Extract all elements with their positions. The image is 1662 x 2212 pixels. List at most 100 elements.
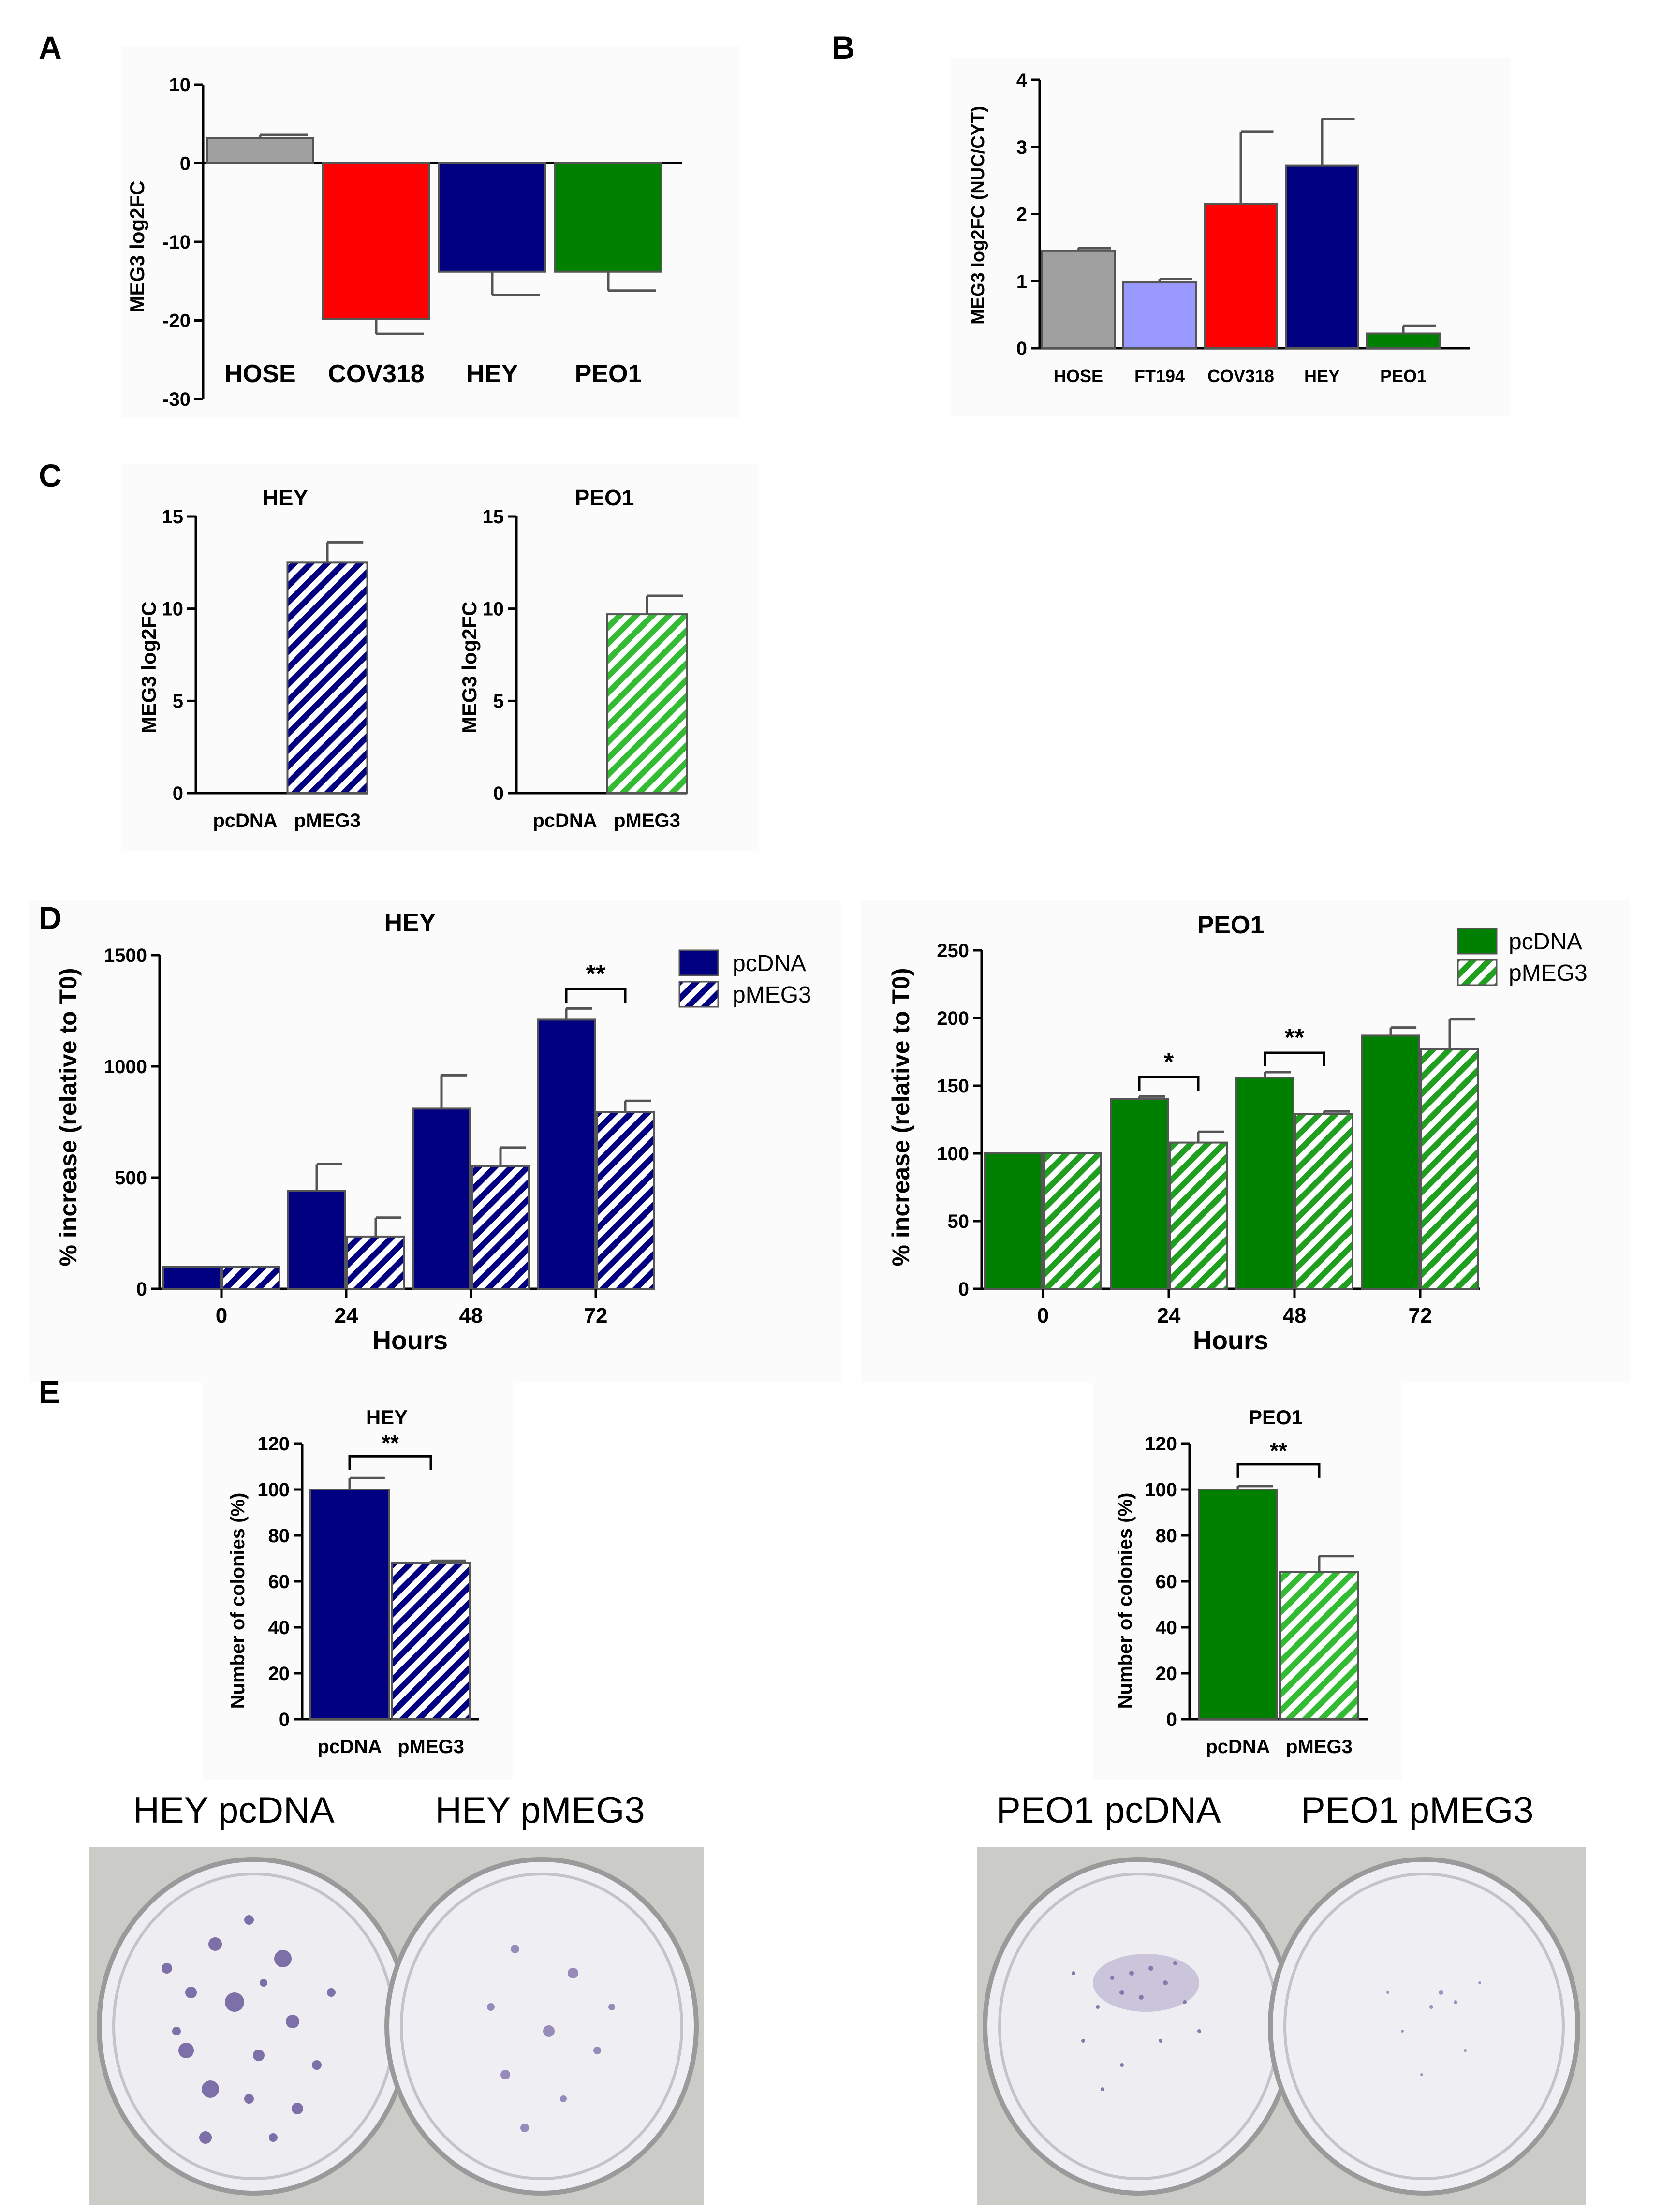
chart-a-ylabel: MEG3 log2FC [126,180,148,312]
panel-letter-d: D [39,900,62,936]
chart-e-hey-xtick-label: pMEG3 [397,1736,464,1757]
chart-d-peo1-ytick-label: 250 [937,940,969,961]
chart-c-peo1-bar-pmeg3 [606,613,688,795]
chart-d-peo1-legend-pmeg3-swatch [1457,959,1498,986]
chart-a-bar-cov318 [322,162,430,320]
chart-d-hey-ylabel: % increase (relative to T0) [55,968,82,1267]
chart-d-peo1-bar-pcdna-72 [1361,1034,1420,1290]
chart-d-peo1-xtick-label: 72 [1409,1304,1432,1327]
chart-d-hey-ytick-label: 1000 [104,1056,147,1077]
chart-b-xtick-label: COV318 [1207,366,1274,386]
chart-c-hey-xtick-label: pcDNA [213,810,277,831]
chart-d-hey-xlabel: Hours [372,1326,448,1355]
chart-e-peo1-ytick-label: 120 [1145,1433,1177,1455]
chart-e-hey-xtick-label: pcDNA [317,1736,382,1757]
chart-d-hey-ytick-label: 0 [136,1279,147,1300]
photo-caption-peo1-pmeg3: PEO1 pMEG3 [1301,1790,1534,1831]
chart-c-peo1-ytick-label: 10 [483,599,504,620]
chart-e-hey-title: HEY [366,1406,408,1429]
chart-e-hey-ylabel: Number of colonies (%) [227,1493,249,1709]
chart-d-hey-sig-label: ** [586,960,606,988]
chart-a-xtick-label: HEY [467,360,518,388]
chart-d-peo1-sig-label: * [1164,1048,1174,1076]
chart-b-bar-hey [1285,164,1359,349]
chart-e-hey-ytick-label: 20 [268,1663,290,1684]
chart-e-peo1-ytick-label: 60 [1156,1571,1177,1593]
chart-d-peo1-sig-bracket [1264,1051,1325,1066]
chart-d-hey-bar-pcdna-48 [412,1107,471,1290]
chart-a-bar-hey [438,162,546,273]
chart-b-xtick-label: PEO1 [1380,366,1427,386]
chart-b-ytick-label: 0 [1016,338,1027,359]
chart-d-peo1-xtick-label: 48 [1283,1304,1307,1327]
chart-c-peo1-title: PEO1 [575,485,634,510]
chart-c-peo1-ytick-label: 0 [493,783,504,804]
chart-e-peo1-title: PEO1 [1249,1406,1303,1429]
photo-caption-peo1-pcdna: PEO1 pcDNA [996,1790,1221,1831]
chart-e-peo1-ytick-label: 0 [1166,1709,1177,1730]
panel-letter-b: B [832,29,855,65]
chart-c-hey-title: HEY [263,485,309,510]
chart-b-ytick-label: 4 [1016,70,1028,91]
chart-e-peo1-ytick-label: 40 [1156,1617,1177,1638]
chart-d-hey-xtick-label: 72 [584,1304,608,1327]
chart-e-hey-ytick-label: 80 [268,1525,290,1547]
chart-c-peo1-xtick-label: pMEG3 [614,810,680,831]
chart-c-hey-ytick-label: 10 [162,599,184,620]
chart-d-peo1-ytick-label: 200 [937,1008,969,1029]
chart-b-bar-peo1 [1366,332,1441,349]
chart-c-peo1-xtick-label: pcDNA [532,810,597,831]
chart-b-ylabel: MEG3 log2FC (NUC/CYT) [968,106,988,324]
chart-d-hey-bar-pmeg3-24 [346,1235,405,1290]
chart-e-hey-ytick-label: 60 [268,1571,290,1593]
chart-a-bar-peo1 [554,162,662,273]
chart-d-peo1-bar-pcdna-48 [1235,1077,1294,1290]
chart-e-hey-sig-bracket [348,1455,432,1470]
chart-d-peo1-xlabel: Hours [1193,1326,1268,1355]
chart-c-hey-ytick-label: 15 [162,506,184,528]
chart-d-peo1-bar-pmeg3-72 [1420,1048,1479,1290]
chart-c-hey-xtick-label: pMEG3 [294,810,361,831]
colony-photo-hey [89,1847,704,2205]
plate-peo1-pcdna [983,1857,1295,2196]
chart-d-peo1-legend-pcdna: pcDNA [1509,929,1582,955]
colonies-peo1-pcdna [1072,1954,1201,2091]
colonies-hey-pcdna [162,1915,336,2144]
chart-b-bar-cov318 [1204,203,1278,349]
photo-caption-hey-pcdna: HEY pcDNA [133,1790,335,1831]
photo-caption-hey-pmeg3: HEY pMEG3 [435,1790,645,1831]
chart-d-peo1-ytick-label: 0 [958,1279,969,1300]
chart-b-ytick-label: 3 [1016,137,1027,158]
chart-e-peo1-ytick-label: 100 [1145,1479,1177,1501]
colony-photo-peo1 [977,1847,1586,2205]
chart-c-hey-ylabel: MEG3 log2FC [137,601,160,733]
chart-e-peo1-bar-pcdna [1198,1489,1278,1720]
chart-e-peo1-bar-pmeg3 [1279,1571,1359,1720]
panel-letter-e: E [39,1374,60,1410]
chart-c-peo1-ylabel: MEG3 log2FC [458,601,481,733]
chart-e-peo1-sig-bracket [1236,1463,1321,1478]
chart-c-peo1-ytick-label: 15 [483,506,504,528]
chart-b-ytick-label: 2 [1016,204,1027,225]
chart-d-peo1-bar-pcdna-0 [984,1152,1043,1290]
chart-d-peo1-bar-pmeg3-48 [1294,1113,1353,1290]
chart-e-peo1-ylabel: Number of colonies (%) [1115,1493,1136,1709]
chart-d-peo1-sig-bracket [1138,1076,1200,1091]
plate-peo1-pmeg3 [1268,1857,1580,2196]
chart-d-hey-xtick-label: 0 [216,1304,227,1327]
chart-e-hey-ytick-label: 0 [279,1709,290,1730]
chart-a-ytick-label: 10 [169,74,191,96]
chart-e-peo1-xtick-label: pcDNA [1206,1736,1270,1757]
colony-plates-peo1-drawing [977,1847,1586,2205]
chart-d-hey-bar-pmeg3-48 [471,1165,530,1290]
chart-d-peo1-legend-pcdna-swatch [1457,928,1498,955]
panel-letter-a: A [39,29,62,65]
panel-letter-c: C [39,457,62,493]
